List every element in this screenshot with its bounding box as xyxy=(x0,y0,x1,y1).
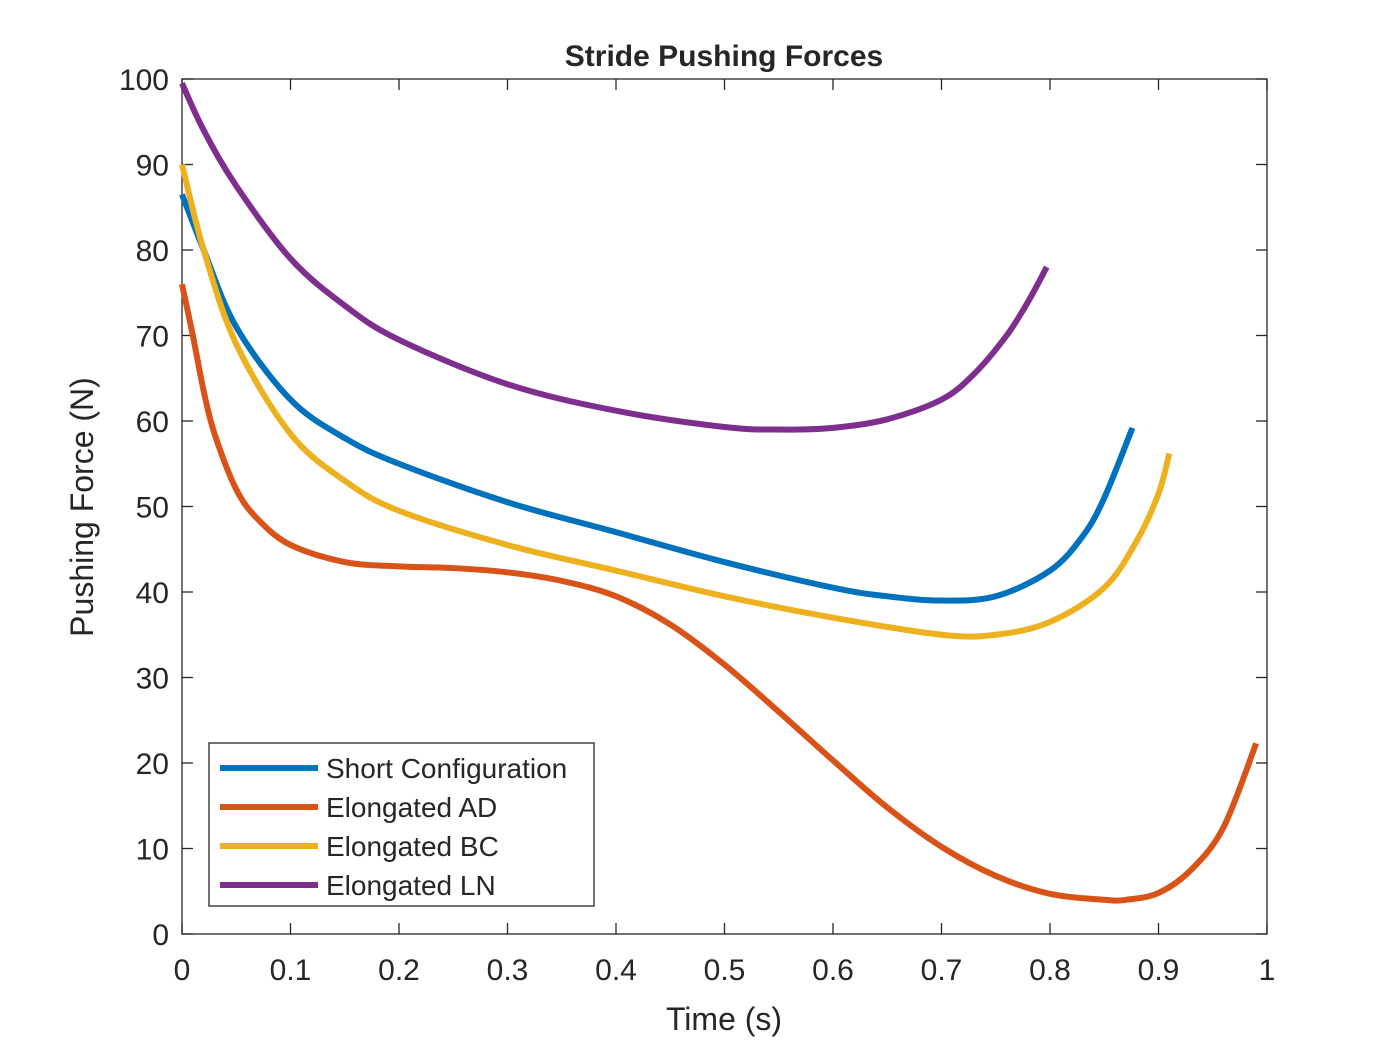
x-tick-label: 0.3 xyxy=(487,954,529,987)
y-tick-label: 10 xyxy=(136,834,169,867)
x-tick-label: 1 xyxy=(1259,954,1276,987)
x-tick-label: 0.6 xyxy=(812,954,854,987)
x-tick-label: 0.2 xyxy=(378,954,420,987)
y-tick-label: 50 xyxy=(136,492,169,525)
axis-ticks xyxy=(181,78,1268,935)
series-line-1 xyxy=(179,193,1136,604)
x-tick-labels: 0 0.1 0.2 0.3 0.4 0.5 0.6 0.7 0.8 0.9 1 xyxy=(174,954,1276,987)
series-lines xyxy=(179,82,1259,904)
legend-label: Elongated AD xyxy=(326,792,497,823)
x-tick-label: 0.7 xyxy=(921,954,963,987)
x-tick-label: 0.4 xyxy=(595,954,637,987)
legend-label: Elongated BC xyxy=(326,831,499,862)
y-axis-label: Pushing Force (N) xyxy=(64,377,100,637)
x-tick-label: 0 xyxy=(174,954,191,987)
legend: Short Configuration Elongated AD Elongated… xyxy=(208,742,595,907)
x-tick-label: 0.5 xyxy=(704,954,746,987)
y-tick-label: 100 xyxy=(119,64,169,97)
x-axis-label: Time (s) xyxy=(666,1001,782,1037)
x-tick-label: 0.8 xyxy=(1029,954,1071,987)
chart-title: Stride Pushing Forces xyxy=(565,40,883,73)
series-line-4 xyxy=(179,82,1050,433)
x-tick-label: 0.1 xyxy=(270,954,312,987)
y-tick-label: 30 xyxy=(136,663,169,696)
y-tick-label: 20 xyxy=(136,748,169,781)
y-tick-label: 40 xyxy=(136,577,169,610)
y-tick-labels: 0 10 20 30 40 50 60 70 80 90 100 xyxy=(119,64,169,952)
y-tick-label: 60 xyxy=(136,406,169,439)
legend-label: Elongated LN xyxy=(326,870,496,901)
y-tick-label: 70 xyxy=(136,321,169,354)
y-tick-label: 90 xyxy=(136,150,169,183)
y-tick-label: 0 xyxy=(152,919,169,952)
legend-label: Short Configuration xyxy=(326,753,567,784)
x-tick-label: 0.9 xyxy=(1138,954,1180,987)
series-line-3 xyxy=(179,163,1173,640)
y-tick-label: 80 xyxy=(136,235,169,268)
series-line-2 xyxy=(179,283,1259,904)
